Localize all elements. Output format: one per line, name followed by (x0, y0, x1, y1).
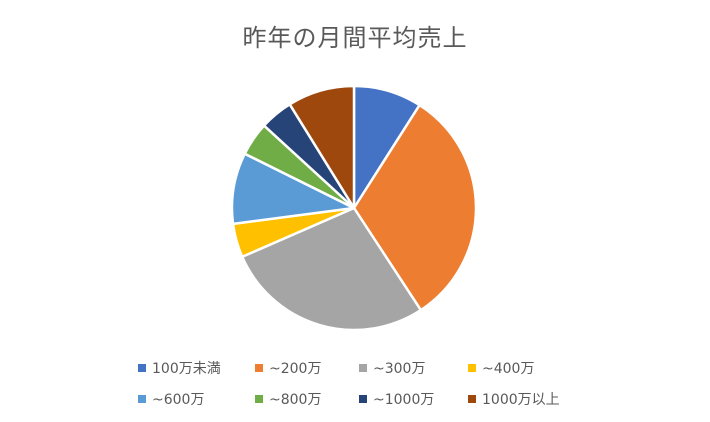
legend-label: ~800万 (269, 392, 322, 408)
legend-swatch (359, 364, 367, 372)
legend-swatch (138, 395, 146, 403)
legend-label: ~200万 (269, 361, 322, 377)
legend-swatch (138, 364, 146, 372)
legend-swatch (255, 395, 263, 403)
legend-swatch (468, 395, 476, 403)
legend-item: ~200万 (255, 358, 359, 378)
legend-item: ~1000万 (359, 389, 468, 409)
legend-label: 1000万以上 (482, 392, 560, 408)
pie-slice-2 (352, 103, 478, 312)
legend-label: ~300万 (373, 361, 426, 377)
legend-item: 100万未満 (138, 358, 255, 378)
legend-item: ~800万 (255, 389, 359, 409)
legend-swatch (468, 364, 476, 372)
legend-label: ~400万 (482, 361, 535, 377)
legend-item: ~300万 (359, 358, 468, 378)
legend-label: ~1000万 (373, 392, 435, 408)
legend-swatch (359, 395, 367, 403)
legend-swatch (255, 364, 263, 372)
legend-label: 100万未満 (152, 361, 221, 377)
pie-slices (230, 84, 478, 332)
legend-item: ~600万 (138, 389, 255, 409)
pie-slice-8 (288, 84, 356, 210)
chart-title: 昨年の月間平均売上 (242, 24, 468, 52)
legend-label: ~600万 (152, 392, 205, 408)
legend: 100万未満 ~200万 ~300万 ~400万 ~600万 ~800万 ~1000万 100… (138, 358, 608, 409)
legend-item: 1000万以上 (468, 389, 578, 409)
legend-item: ~400万 (468, 358, 578, 378)
